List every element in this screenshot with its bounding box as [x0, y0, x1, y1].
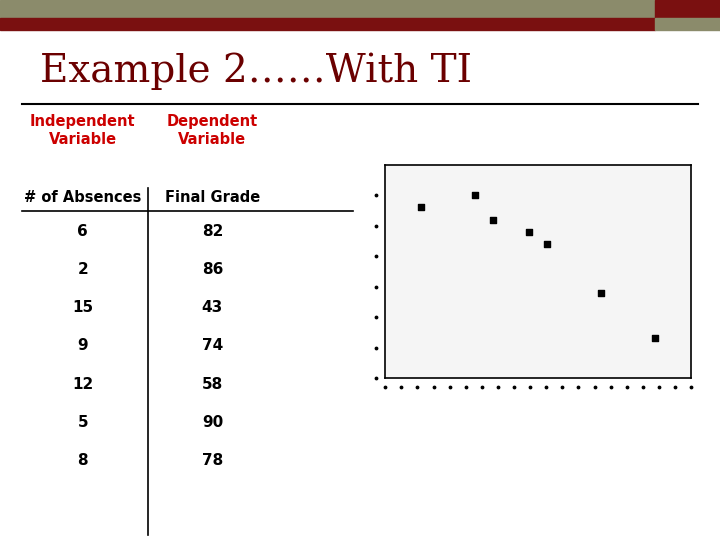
Text: Independent
Variable: Independent Variable	[30, 114, 135, 147]
Point	[487, 215, 499, 224]
Point	[649, 334, 661, 343]
Text: 8: 8	[78, 453, 88, 468]
Text: 74: 74	[202, 339, 223, 354]
Point	[415, 203, 427, 212]
Point	[595, 288, 607, 297]
Text: Example 2……With TI: Example 2……With TI	[40, 53, 472, 90]
Text: 2: 2	[78, 262, 88, 277]
Text: 6: 6	[78, 224, 88, 239]
Point	[469, 191, 481, 199]
Text: 15: 15	[72, 300, 94, 315]
Text: 90: 90	[202, 415, 223, 430]
Text: 12: 12	[72, 377, 94, 392]
Text: Final Grade: Final Grade	[165, 191, 260, 205]
Bar	[0, 0, 655, 18]
Bar	[655, 18, 720, 30]
Text: 86: 86	[202, 262, 223, 277]
Text: # of Absences: # of Absences	[24, 191, 142, 205]
Text: 9: 9	[78, 339, 88, 354]
Point	[523, 227, 535, 236]
Text: 58: 58	[202, 377, 223, 392]
Text: Dependent
Variable: Dependent Variable	[167, 114, 258, 147]
Bar	[0, 18, 655, 30]
Text: 82: 82	[202, 224, 223, 239]
Text: 43: 43	[202, 300, 223, 315]
Text: 78: 78	[202, 453, 223, 468]
Text: 5: 5	[78, 415, 88, 430]
Point	[541, 240, 553, 248]
Bar	[655, 0, 720, 18]
